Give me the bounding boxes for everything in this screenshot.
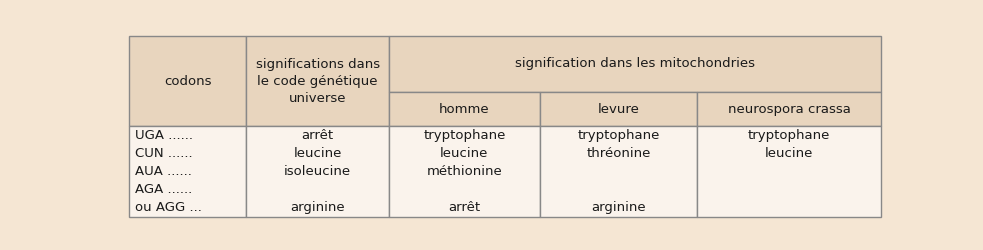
Text: arrêt: arrêt [302, 129, 334, 142]
Text: homme: homme [439, 102, 490, 116]
Bar [540, 126, 697, 217]
Text: tryptophane: tryptophane [748, 129, 831, 142]
Bar [540, 92, 697, 126]
Text: thréonine: thréonine [586, 147, 651, 160]
Text: leucine: leucine [440, 147, 489, 160]
Text: signification dans les mitochondries: signification dans les mitochondries [515, 57, 755, 70]
Text: méthionine: méthionine [427, 165, 502, 178]
Text: tryptophane: tryptophane [423, 129, 505, 142]
Text: levure: levure [598, 102, 639, 116]
Text: codons: codons [164, 74, 211, 88]
Text: leucine: leucine [294, 147, 342, 160]
Bar [389, 36, 881, 92]
Text: leucine: leucine [765, 147, 813, 160]
Bar [129, 36, 247, 126]
Bar [389, 126, 540, 217]
Bar [247, 36, 389, 126]
Text: neurospora crassa: neurospora crassa [727, 102, 850, 116]
Bar [389, 92, 540, 126]
Text: UGA ......: UGA ...... [135, 129, 193, 142]
Text: significations dans
le code génétique
universe: significations dans le code génétique un… [256, 58, 379, 104]
Bar [247, 126, 389, 217]
Text: arrêt: arrêt [448, 201, 481, 214]
Text: isoleucine: isoleucine [284, 165, 351, 178]
Bar [697, 126, 881, 217]
Bar [129, 126, 247, 217]
Text: tryptophane: tryptophane [577, 129, 660, 142]
Text: CUN ......: CUN ...... [135, 147, 193, 160]
Text: AGA ......: AGA ...... [135, 183, 193, 196]
Bar [697, 92, 881, 126]
Text: arginine: arginine [290, 201, 345, 214]
Text: arginine: arginine [591, 201, 646, 214]
Text: AUA ......: AUA ...... [135, 165, 192, 178]
Text: ou AGG ...: ou AGG ... [135, 201, 202, 214]
